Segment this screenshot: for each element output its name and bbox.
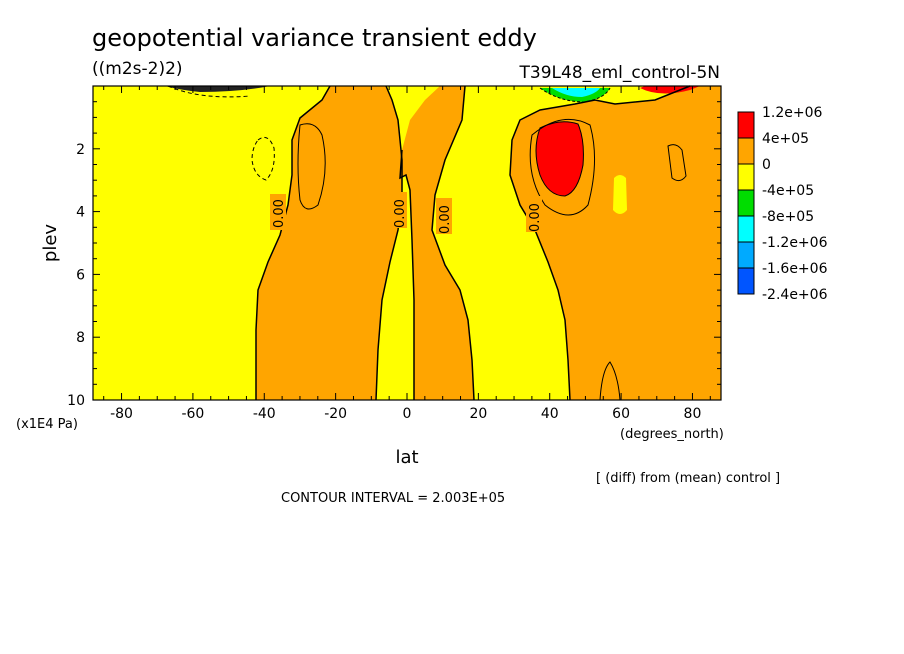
y-axis: 2 4 6 8 10 xyxy=(67,101,721,409)
y-tick-label: 2 xyxy=(76,142,85,158)
chart-units: ((m2s-2)2) xyxy=(92,59,183,79)
contour-line xyxy=(297,123,326,210)
y-axis-units: (x1E4 Pa) xyxy=(16,417,78,432)
legend-label: -8e+05 xyxy=(762,209,814,225)
x-axis-label: lat xyxy=(395,447,418,468)
legend-swatch xyxy=(737,189,755,217)
contour-line xyxy=(399,149,415,400)
label-mask xyxy=(526,196,542,232)
contour-line xyxy=(431,85,475,401)
legend-colorbar: 1.2e+06 4e+05 0 -4e+05 -8e+05 -1.2e+06 -1.6e+0… xyxy=(737,105,828,303)
legend-label: -4e+05 xyxy=(762,183,814,199)
negative-region-top-inner xyxy=(552,88,600,97)
contour-line xyxy=(539,87,611,103)
dark-sliver-top xyxy=(165,86,270,92)
contour-line xyxy=(251,136,275,181)
zero-label: 0.00 xyxy=(272,199,287,228)
y-tick-label: 10 xyxy=(67,393,85,409)
legend-label: -1.6e+06 xyxy=(762,261,828,277)
legend-swatch xyxy=(737,215,755,243)
legend-swatch xyxy=(737,267,755,295)
x-tick-label: 60 xyxy=(612,406,630,422)
contour-line xyxy=(529,118,595,216)
legend-label: 4e+05 xyxy=(762,131,809,147)
zero-label: 0.00 xyxy=(393,199,408,228)
plot-area: 0.00 0.00 0.00 0.00 xyxy=(92,85,722,401)
y-tick-label: 6 xyxy=(76,267,85,283)
legend-swatch xyxy=(737,137,755,165)
y-axis-label: plev xyxy=(40,224,61,263)
x-tick-label: 20 xyxy=(469,406,487,422)
zero-label: 0.00 xyxy=(438,205,453,234)
legend-label: 1.2e+06 xyxy=(762,105,823,121)
contour-line xyxy=(599,361,621,401)
y-tick-label: 8 xyxy=(76,330,85,346)
chart-title: geopotential variance transient eddy xyxy=(92,24,537,52)
contour-line xyxy=(509,85,691,401)
legend-label: 0 xyxy=(762,157,771,173)
x-tick-label: 0 xyxy=(403,406,412,422)
zero-label: 0.00 xyxy=(528,203,543,232)
x-tick-label: 80 xyxy=(684,406,702,422)
x-tick-label: 40 xyxy=(541,406,559,422)
zero-contour-labels: 0.00 0.00 0.00 0.00 xyxy=(270,192,543,234)
diff-note: [ (diff) from (mean) control ] xyxy=(596,471,780,486)
label-mask xyxy=(436,198,452,234)
label-mask xyxy=(270,194,286,230)
y-tick-label: 4 xyxy=(76,205,85,221)
run-label: T39L48_eml_control-5N xyxy=(519,63,720,83)
red-core-nh xyxy=(536,121,584,196)
yellow-blob-nh xyxy=(613,175,627,214)
positive-region-eq xyxy=(400,86,474,400)
x-tick-label: -20 xyxy=(324,406,347,422)
legend-swatch xyxy=(737,241,755,269)
contour-interval: CONTOUR INTERVAL = 2.003E+05 xyxy=(281,491,505,506)
legend-swatch xyxy=(737,163,755,191)
legend-label: -2.4e+06 xyxy=(762,287,828,303)
contour-line xyxy=(535,121,584,197)
x-axis-units: (degrees_north) xyxy=(620,427,724,442)
legend-label: -1.2e+06 xyxy=(762,235,828,251)
x-tick-label: -40 xyxy=(253,406,276,422)
contour-line xyxy=(667,144,687,182)
x-tick-label: -80 xyxy=(110,406,133,422)
x-tick-label: -60 xyxy=(181,406,204,422)
x-axis: -80 -60 -40 -20 0 20 40 60 80 xyxy=(103,86,711,422)
label-mask xyxy=(391,192,407,228)
contour-line xyxy=(255,85,331,400)
legend-swatch xyxy=(737,111,755,139)
